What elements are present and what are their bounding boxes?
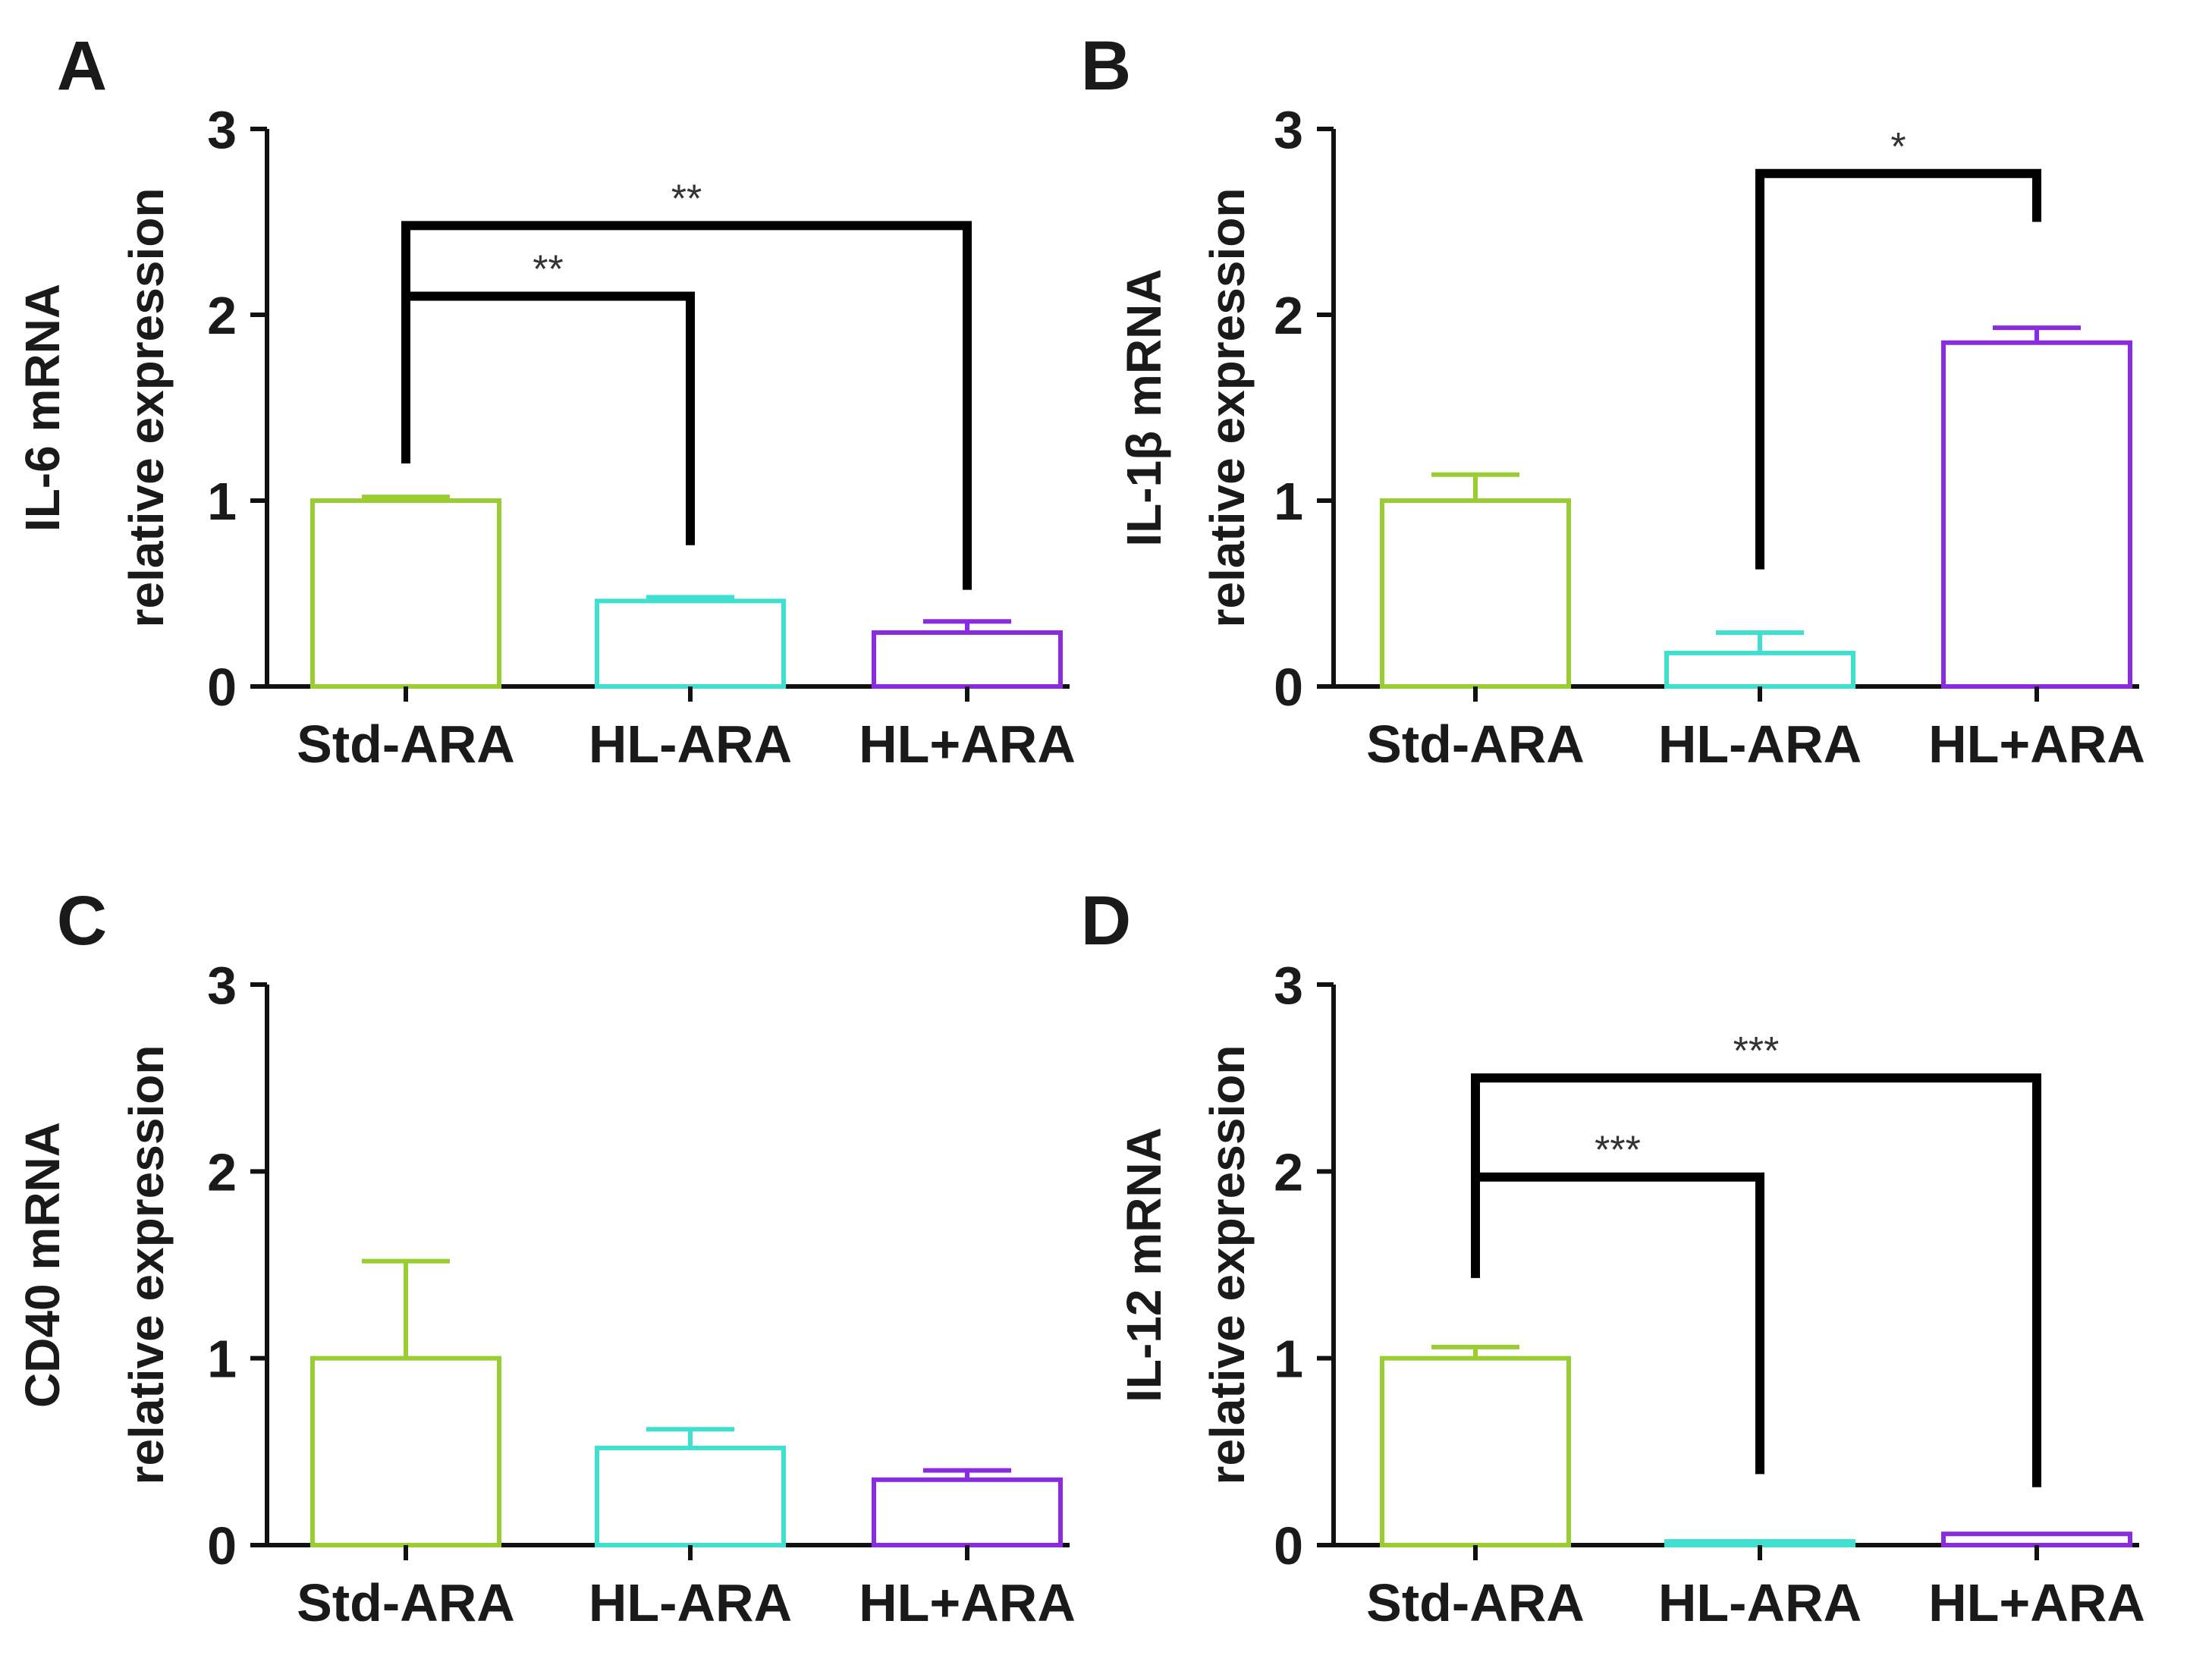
- significance-bracket-a-1: [401, 221, 972, 590]
- bar-d-hlplusara: [1941, 1531, 2132, 1547]
- significance-bracket-d-0: [1471, 1172, 1764, 1475]
- significance-label-b-0: *: [1890, 125, 1906, 169]
- x-tick-label-a-hl-ara: HL-ARA: [589, 715, 792, 774]
- bar-d-hl-ara: [1664, 1539, 1855, 1548]
- y-axis-label-a: IL-6 mRNA: [15, 284, 70, 532]
- panel-b: B IL-1β mRNA relative expression 0 1 2 3 Std-AR…: [1081, 27, 2145, 774]
- y-tick-label-b-3: 3: [1274, 100, 1303, 159]
- y-tick-label-c-0: 0: [207, 1516, 237, 1575]
- x-tick-label-c-hl-ara: HL-ARA: [589, 1573, 792, 1632]
- y-axis-label-d: IL-12 mRNA: [1117, 1127, 1171, 1403]
- bar-c-hl-ara: [595, 1445, 786, 1547]
- x-tick-label-a-hlplusara: HL+ARA: [859, 715, 1076, 774]
- y-tick-label-d-0: 0: [1274, 1516, 1303, 1575]
- significance-label-a-0: **: [533, 248, 563, 292]
- y-tick-label-b-1: 1: [1274, 472, 1303, 531]
- x-tick-label-d-hlplusara: HL+ARA: [1928, 1573, 2145, 1632]
- x-tick-label-c-hlplusara: HL+ARA: [859, 1573, 1076, 1632]
- x-tick-label-b-std-ara: Std-ARA: [1366, 715, 1585, 774]
- panel-letter-b: B: [1081, 27, 1131, 105]
- y-tick-label-d-1: 1: [1274, 1330, 1303, 1389]
- bar-d-std-ara: [1380, 1355, 1571, 1547]
- y-axis-label-2-a: relative expression: [119, 188, 174, 628]
- bar-c-std-ara: [310, 1355, 501, 1547]
- panel-a: A IL-6 mRNA relative expression 0 1 2 3 Std-ARA…: [15, 27, 1076, 774]
- panel-letter-d: D: [1081, 882, 1131, 960]
- y-tick-label-a-2: 2: [207, 286, 237, 345]
- panel-c: C CD40 mRNA relative expression 0 1 2 3 Std-ARA…: [15, 882, 1076, 1632]
- bar-b-std-ara: [1380, 498, 1571, 689]
- panel-letter-c: C: [57, 882, 107, 960]
- bar-c-hlplusara: [872, 1477, 1063, 1547]
- bar-a-std-ara: [310, 498, 501, 689]
- significance-bracket-d-1: [1471, 1073, 2041, 1487]
- significance-label-d-0: ***: [1595, 1129, 1641, 1173]
- x-tick-label-d-hl-ara: HL-ARA: [1658, 1573, 1862, 1632]
- y-tick-label-b-2: 2: [1274, 286, 1303, 345]
- significance-bracket-a-0: [401, 291, 695, 545]
- x-tick-label-c-std-ara: Std-ARA: [297, 1573, 515, 1632]
- y-tick-label-c-2: 2: [207, 1142, 237, 1202]
- y-tick-label-c-1: 1: [207, 1330, 237, 1389]
- y-axis-label-2-d: relative expression: [1200, 1045, 1255, 1485]
- y-tick-label-a-1: 1: [207, 472, 237, 531]
- bar-b-hlplusara: [1941, 340, 2132, 689]
- y-axis-label-b: IL-1β mRNA: [1117, 269, 1171, 546]
- x-tick-label-b-hl-ara: HL-ARA: [1658, 715, 1862, 774]
- y-tick-label-a-0: 0: [207, 658, 237, 717]
- bar-a-hl-ara: [595, 598, 786, 689]
- bar-a-hlplusara: [872, 630, 1063, 690]
- y-tick-label-d-2: 2: [1274, 1142, 1303, 1202]
- y-axis-label-c: CD40 mRNA: [15, 1122, 70, 1408]
- panel-letter-a: A: [57, 27, 107, 105]
- y-axis-label-2-b: relative expression: [1200, 188, 1255, 628]
- y-tick-label-a-3: 3: [207, 100, 237, 159]
- significance-label-d-1: ***: [1733, 1029, 1780, 1073]
- significance-label-a-1: **: [671, 177, 702, 221]
- panel-d: D IL-12 mRNA relative expression 0 1 2 3 Std-AR…: [1081, 882, 2145, 1632]
- significance-bracket-b-0: [1755, 168, 2041, 570]
- y-tick-label-c-3: 3: [207, 956, 237, 1015]
- x-tick-label-d-std-ara: Std-ARA: [1366, 1573, 1585, 1632]
- y-tick-label-d-3: 3: [1274, 956, 1303, 1015]
- x-tick-label-a-std-ara: Std-ARA: [297, 715, 515, 774]
- bar-b-hl-ara: [1664, 650, 1855, 690]
- y-tick-label-b-0: 0: [1274, 658, 1303, 717]
- x-tick-label-b-hlplusara: HL+ARA: [1928, 715, 2145, 774]
- y-axis-label-2-c: relative expression: [119, 1045, 174, 1485]
